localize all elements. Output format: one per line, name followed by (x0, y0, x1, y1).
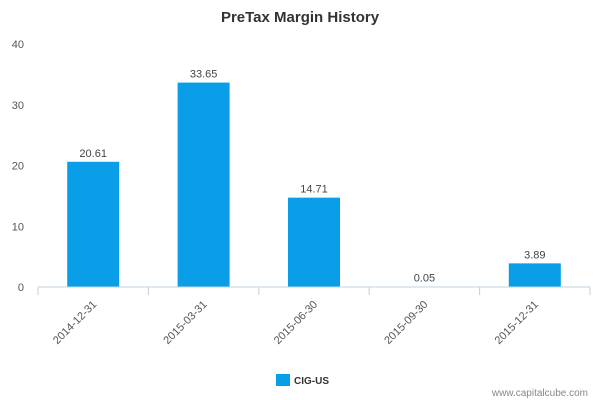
x-tick-label: 2015-12-31 (493, 299, 541, 347)
chart-title: PreTax Margin History (221, 9, 380, 26)
legend[interactable]: CIG-US (276, 374, 329, 387)
y-tick-label: 30 (12, 100, 24, 112)
x-tick-label: 2015-09-30 (382, 299, 430, 347)
credit-text: www.capitalcube.com (491, 388, 588, 399)
x-tick-label: 2014-12-31 (51, 299, 99, 347)
y-axis: 0 10 20 30 40 (12, 39, 24, 294)
legend-label: CIG-US (294, 376, 329, 387)
data-label: 0.05 (414, 273, 435, 285)
data-label-group: 20.61 33.65 14.71 0.05 3.89 (79, 69, 545, 285)
data-label: 3.89 (524, 249, 545, 261)
x-axis: 2014-12-31 2015-03-31 2015-06-30 2015-09-30… (37, 287, 591, 347)
bar-group (67, 82, 561, 287)
x-tick-label: 2015-03-31 (161, 299, 209, 347)
y-tick-label: 0 (18, 282, 24, 294)
bar[interactable] (177, 82, 230, 287)
y-tick-label: 20 (12, 161, 24, 173)
data-label: 14.71 (300, 184, 328, 196)
y-tick-label: 10 (12, 221, 24, 233)
legend-swatch (276, 374, 290, 386)
bar[interactable] (67, 161, 120, 287)
data-label: 33.65 (190, 69, 218, 81)
data-label: 20.61 (79, 148, 107, 160)
bar[interactable] (508, 263, 561, 287)
bar[interactable] (288, 197, 340, 287)
x-tick-label: 2015-06-30 (272, 299, 320, 347)
y-tick-label: 40 (12, 39, 24, 51)
